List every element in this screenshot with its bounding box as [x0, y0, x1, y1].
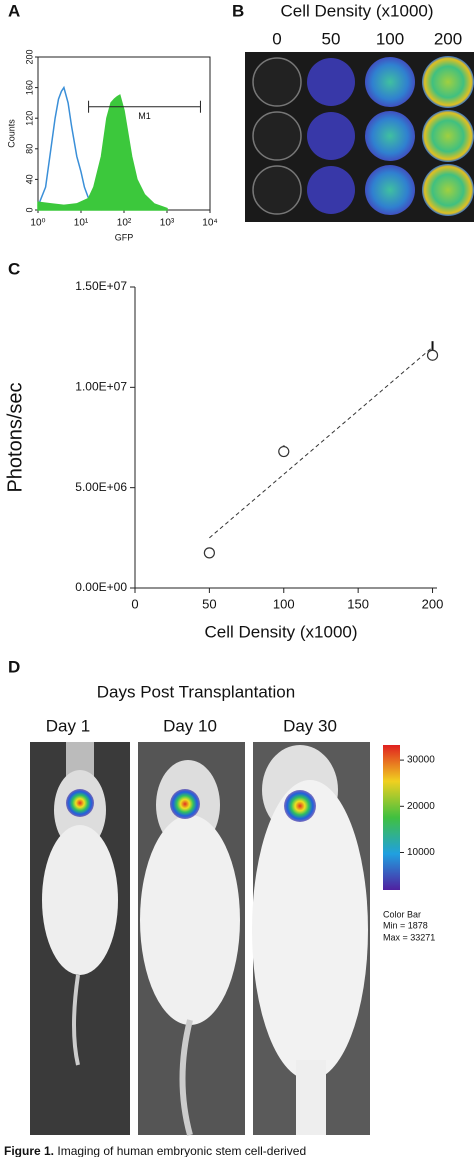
y-axis-title: Photons/sec	[4, 382, 26, 492]
panel-label: D	[8, 657, 20, 676]
x-tick-label: 10¹	[74, 218, 89, 229]
histogram-line	[37, 85, 102, 211]
y-tick-label: 0.00E+00	[75, 580, 127, 594]
x-tick-label: 10²	[117, 218, 132, 229]
x-tick-label: 100	[273, 596, 295, 611]
y-tick-label: 200	[24, 49, 34, 64]
panel-label: B	[232, 1, 244, 20]
data-point	[426, 349, 439, 361]
data-point	[278, 445, 290, 458]
day-label: Day 1	[46, 716, 90, 735]
panel-label: C	[8, 259, 20, 278]
column-label: 200	[434, 29, 462, 48]
day-label: Day 10	[163, 716, 217, 735]
y-tick-label: 1.50E+07	[75, 279, 127, 293]
y-tick-label: 1.00E+07	[75, 380, 127, 394]
color-bar-tick-label: 10000	[407, 847, 435, 858]
y-tick-label: 120	[24, 111, 34, 126]
x-axis-title: Cell Density (x1000)	[204, 622, 357, 641]
day-label: Day 30	[283, 716, 337, 735]
mouse-image	[30, 742, 130, 1135]
x-axis-title: GFP	[115, 232, 134, 242]
histogram-area	[37, 94, 168, 211]
x-tick-label: 200	[422, 596, 444, 611]
panel-label: A	[8, 1, 20, 20]
color-bar-tick-label: 30000	[407, 755, 435, 766]
color-bar-name: Color Bar	[383, 909, 421, 919]
column-label: 100	[376, 29, 404, 48]
x-tick-label: 50	[202, 596, 216, 611]
y-tick-label: 40	[24, 174, 34, 184]
y-tick-label: 80	[24, 144, 34, 154]
color-bar	[383, 745, 400, 890]
y-axis-title: Counts	[6, 119, 16, 148]
x-tick-label: 10⁴	[202, 218, 217, 229]
y-tick-label: 5.00E+06	[75, 480, 127, 494]
caption-text: Imaging of human embryonic stem cell-der…	[57, 1144, 306, 1157]
color-bar-tick-label: 20000	[407, 801, 435, 812]
mouse-image	[252, 742, 370, 1135]
x-tick-label: 0	[131, 596, 138, 611]
panel-title: Days Post Transplantation	[97, 682, 295, 701]
y-tick-label: 160	[24, 80, 34, 95]
gate-label: M1	[138, 111, 151, 121]
data-point	[203, 547, 215, 559]
panel-title: Cell Density (x1000)	[280, 1, 433, 20]
trend-line	[209, 346, 433, 539]
x-tick-label: 150	[347, 596, 369, 611]
caption: Figure 1. Imaging of human embryonic ste…	[4, 1144, 306, 1157]
x-tick-label: 10³	[160, 218, 175, 229]
mouse-image	[138, 742, 245, 1136]
x-tick-label: 10⁰	[30, 218, 45, 229]
color-bar-min: Min = 1878	[383, 920, 428, 930]
plate-image	[245, 52, 474, 222]
y-tick-label: 0	[24, 207, 34, 212]
column-label: 50	[322, 29, 341, 48]
caption-label: Figure 1.	[4, 1144, 54, 1157]
column-label: 0	[272, 29, 281, 48]
color-bar-max: Max = 33271	[383, 932, 435, 942]
color-bar-ticks: 10000 20000 30000	[400, 755, 435, 858]
